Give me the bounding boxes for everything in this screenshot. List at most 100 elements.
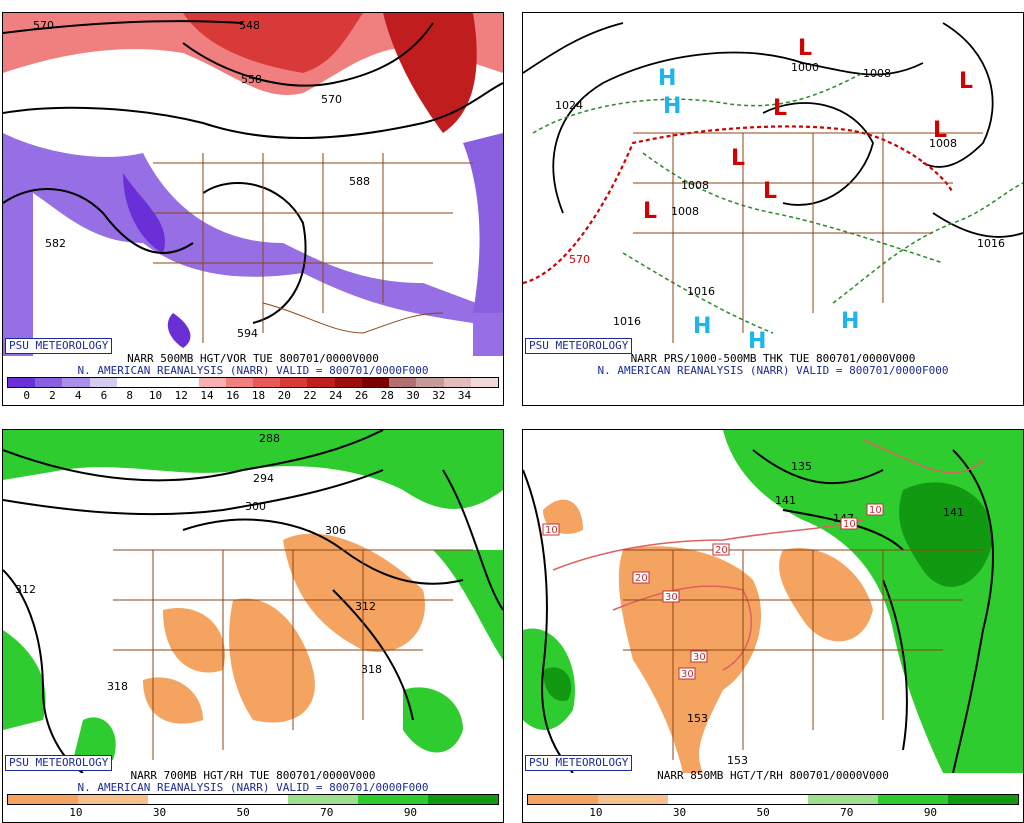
legend-tick-label: 22 bbox=[303, 389, 317, 402]
svg-text:30: 30 bbox=[693, 652, 706, 663]
legend-tick-label: 14 bbox=[200, 389, 214, 402]
legend-swatch bbox=[808, 795, 878, 804]
legend-tick-label: 50 bbox=[236, 806, 250, 819]
legend-tick-label: 4 bbox=[74, 389, 82, 402]
svg-text:312: 312 bbox=[15, 583, 36, 596]
pressure-centers: H H H H H L L L L L L L bbox=[643, 36, 973, 354]
svg-text:570: 570 bbox=[569, 253, 590, 266]
panel-subtitle: N. AMERICAN REANALYSIS (NARR) VALID = 80… bbox=[77, 364, 429, 377]
legend-swatch bbox=[878, 795, 948, 804]
legend-tick-label: 50 bbox=[756, 806, 770, 819]
low-pressure-center: L bbox=[643, 199, 657, 224]
legend-tick-label: 30 bbox=[152, 806, 167, 819]
political-boundaries bbox=[113, 549, 473, 760]
legend-swatch bbox=[288, 795, 358, 804]
low-pressure-center: L bbox=[773, 96, 787, 121]
map-500mb: 570 548 558 570 582 588 594 bbox=[3, 13, 503, 356]
vorticity-negative-region bbox=[463, 133, 503, 313]
legend-tick-label: 0 bbox=[23, 389, 30, 402]
legend-swatch bbox=[252, 378, 281, 387]
legend-swatch bbox=[280, 378, 308, 387]
low-pressure-center: L bbox=[933, 118, 947, 143]
legend-tick-label: 26 bbox=[354, 389, 369, 402]
legend-swatch bbox=[361, 378, 390, 387]
panel-pressure-thickness: H H H H H L L L L L L L 1024 1016 1008 1… bbox=[522, 12, 1024, 406]
high-pressure-center: H bbox=[663, 94, 681, 119]
very-humid-region bbox=[543, 667, 572, 701]
credit-label: PSU METEOROLOGY bbox=[525, 755, 633, 771]
legend-swatch bbox=[198, 378, 226, 387]
legend-tick-label: 24 bbox=[329, 389, 343, 402]
legend-swatch bbox=[668, 795, 738, 804]
svg-text:1016: 1016 bbox=[977, 237, 1005, 250]
dry-region bbox=[779, 548, 873, 642]
svg-text:1008: 1008 bbox=[671, 205, 699, 218]
vorticity-negative-region bbox=[123, 173, 165, 253]
legend-swatch bbox=[948, 795, 1018, 804]
height-contours bbox=[523, 449, 994, 773]
svg-text:548: 548 bbox=[239, 19, 260, 32]
legend-tick-label: 12 bbox=[174, 389, 188, 402]
svg-text:153: 153 bbox=[687, 712, 708, 725]
high-pressure-center: H bbox=[748, 329, 766, 354]
vorticity-strong-region bbox=[183, 13, 363, 73]
svg-text:300: 300 bbox=[245, 500, 266, 513]
legend-tick-label: 32 bbox=[432, 389, 446, 402]
svg-text:294: 294 bbox=[253, 472, 274, 485]
svg-text:1024: 1024 bbox=[555, 99, 583, 112]
credit-label: PSU METEOROLOGY bbox=[5, 755, 113, 771]
svg-text:570: 570 bbox=[33, 19, 54, 32]
height-contours bbox=[3, 20, 503, 324]
svg-text:20: 20 bbox=[635, 573, 648, 584]
legend-tick-label: 28 bbox=[380, 389, 394, 402]
legend-tick-label: 16 bbox=[226, 389, 240, 402]
legend-tick-label: 6 bbox=[100, 389, 108, 402]
svg-text:20: 20 bbox=[715, 545, 728, 556]
low-pressure-center: L bbox=[731, 146, 745, 171]
legend-swatch bbox=[8, 795, 78, 804]
panel-title: NARR 850MB HGT/T/RH 800701/0000V000 bbox=[657, 769, 889, 782]
legend-swatch bbox=[78, 795, 148, 804]
low-pressure-center: L bbox=[763, 179, 777, 204]
dry-region bbox=[163, 608, 225, 673]
legend-swatch bbox=[116, 378, 145, 387]
humid-region bbox=[3, 630, 46, 730]
legend-tick-label: 90 bbox=[403, 806, 418, 819]
rh-color-legend bbox=[527, 794, 1019, 805]
legend-tick-label: 2 bbox=[49, 389, 56, 402]
political-boundaries bbox=[633, 132, 983, 343]
legend-tick-label: 30 bbox=[672, 806, 687, 819]
legend-swatch bbox=[89, 378, 117, 387]
svg-text:1008: 1008 bbox=[863, 67, 891, 80]
high-pressure-center: H bbox=[841, 309, 859, 334]
svg-text:10: 10 bbox=[869, 505, 882, 516]
svg-text:10: 10 bbox=[843, 519, 856, 530]
svg-text:153: 153 bbox=[727, 754, 748, 767]
legend-swatch bbox=[225, 378, 253, 387]
legend-tick-label: 34 bbox=[457, 389, 472, 402]
legend-swatch bbox=[528, 795, 598, 804]
svg-text:288: 288 bbox=[259, 432, 280, 445]
panel-850mb-temp-rh: 135 141 147 141 153 153 10 20 20 30 30 3… bbox=[522, 429, 1024, 823]
vorticity-strong-region bbox=[383, 13, 477, 133]
panel-title: NARR 700MB HGT/RH TUE 800701/0000V000 bbox=[130, 769, 376, 782]
panel-subtitle: N. AMERICAN REANALYSIS (NARR) VALID = 80… bbox=[77, 781, 429, 794]
rh-legend-ticks: 10 30 50 70 90 bbox=[7, 806, 499, 819]
panel-title: NARR PRS/1000-500MB THK TUE 800701/0000V… bbox=[630, 352, 916, 365]
low-pressure-center: L bbox=[959, 69, 973, 94]
legend-swatch bbox=[218, 795, 288, 804]
contour-labels: 570 548 558 570 582 588 594 bbox=[33, 19, 370, 340]
svg-text:558: 558 bbox=[241, 73, 262, 86]
map-850mb: 135 141 147 141 153 153 10 20 20 30 30 3… bbox=[523, 430, 1023, 773]
contour-labels: 1024 1016 1008 1000 1008 1008 1016 1016 … bbox=[555, 61, 1005, 328]
legend-tick-label: 90 bbox=[923, 806, 938, 819]
panel-title: NARR 500MB HGT/VOR TUE 800701/0000V000 bbox=[127, 352, 379, 365]
rh-legend-ticks: 10 30 50 70 90 bbox=[527, 806, 1019, 819]
svg-text:306: 306 bbox=[325, 524, 346, 537]
legend-swatch bbox=[358, 795, 428, 804]
legend-swatch bbox=[62, 378, 90, 387]
height-contours bbox=[3, 430, 503, 773]
credit-label: PSU METEOROLOGY bbox=[525, 338, 633, 354]
credit-label: PSU METEOROLOGY bbox=[5, 338, 113, 354]
high-pressure-center: H bbox=[693, 314, 711, 339]
